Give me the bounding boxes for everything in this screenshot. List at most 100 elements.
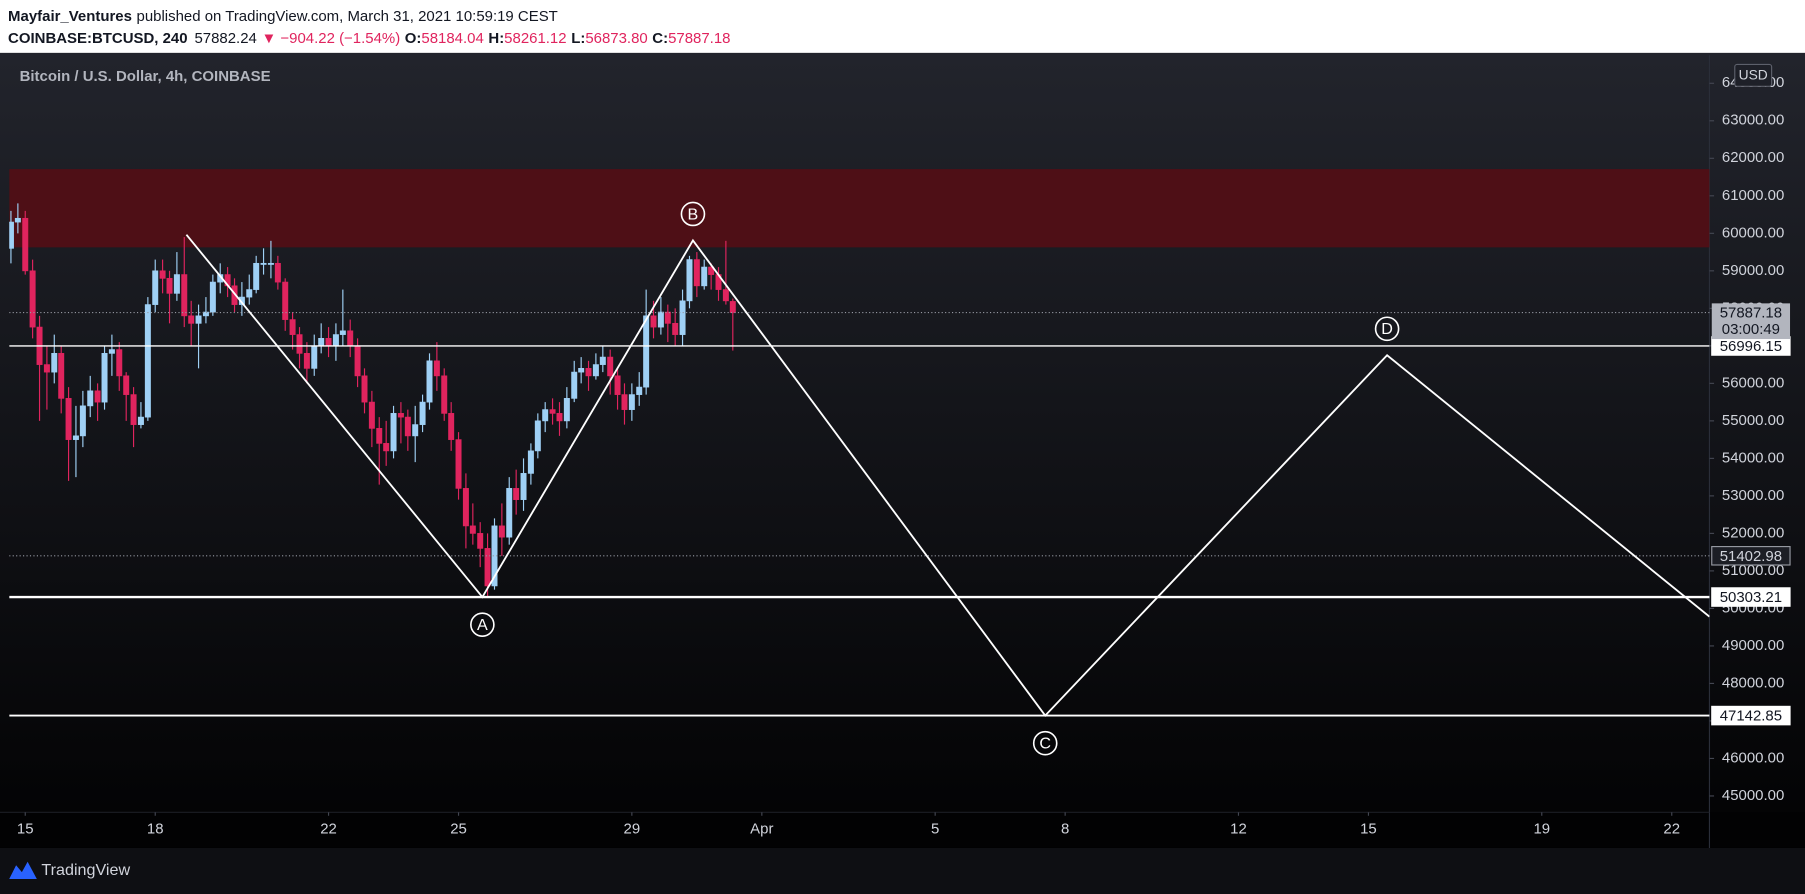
x-tick-label: 15	[1360, 821, 1377, 838]
point-label: D	[1381, 320, 1393, 338]
candle-body	[686, 259, 693, 302]
x-tick-label: 22	[320, 821, 337, 838]
candle-body	[159, 270, 166, 279]
x-tick-label: 8	[1061, 821, 1069, 838]
ohlc-value: 58261.12	[504, 30, 566, 47]
candle-body	[527, 450, 534, 474]
candle-body	[426, 360, 433, 403]
y-tick-label: 61000.00	[1722, 187, 1784, 204]
candle-body	[188, 315, 195, 324]
candle-body	[542, 409, 549, 422]
change: ▼ −904.22 (−1.54%)	[261, 30, 400, 47]
candle-body	[585, 368, 592, 377]
candle-body	[65, 398, 72, 440]
candle-body	[22, 217, 29, 272]
candle-body	[347, 330, 354, 347]
point-label: C	[1039, 735, 1051, 753]
candle-body	[534, 420, 541, 452]
candle-body	[238, 296, 245, 305]
ohlc-label: H:	[488, 30, 504, 47]
candle-body	[513, 488, 520, 500]
candle-body	[173, 274, 180, 294]
candle-body	[484, 548, 491, 587]
brand-name: TradingView	[41, 861, 130, 879]
x-tick-label: 25	[450, 821, 467, 838]
y-tick-label: 63000.00	[1722, 112, 1784, 129]
countdown: 03:00:49	[1722, 321, 1780, 338]
y-tick-label: 59000.00	[1722, 262, 1784, 279]
level-label: 56996.15	[1720, 338, 1782, 355]
candle-body	[260, 262, 267, 265]
brand: TradingView	[9, 861, 130, 879]
ohlc-label: C:	[652, 30, 668, 47]
candle-body	[137, 416, 144, 425]
ohlc-label: O:	[405, 30, 422, 47]
point-marker	[680, 201, 706, 227]
candle-body	[376, 428, 383, 444]
y-tick-label: 46000.00	[1722, 749, 1784, 766]
candle-body	[390, 413, 397, 452]
candle-body	[571, 371, 578, 399]
x-tick-label: 5	[931, 821, 939, 838]
y-tick-label: 56000.00	[1722, 374, 1784, 391]
candle-body	[455, 439, 462, 489]
candle-body	[628, 394, 635, 410]
candle-body	[361, 375, 368, 403]
candle-body	[397, 413, 404, 418]
y-tick-label: 55000.00	[1722, 412, 1784, 429]
chart-title: Bitcoin / U.S. Dollar, 4h, COINBASE	[20, 68, 271, 85]
y-tick-label: 48000.00	[1722, 674, 1784, 691]
candle-body	[116, 349, 123, 377]
candle-body	[43, 364, 50, 373]
candle-body	[209, 281, 216, 313]
candle-body	[87, 390, 94, 407]
ohlc-value: 57887.18	[668, 30, 730, 47]
candle-body	[318, 338, 325, 347]
candle-body	[650, 315, 657, 328]
x-tick-label: 18	[147, 821, 164, 838]
candle-body	[448, 413, 455, 440]
candle-body	[231, 285, 238, 305]
candle-body	[636, 386, 643, 395]
candle-body	[469, 525, 476, 534]
candle-body	[303, 353, 310, 369]
point-label: B	[688, 205, 699, 223]
level-label: 47142.85	[1720, 708, 1782, 725]
y-tick-label: 54000.00	[1722, 449, 1784, 466]
last-price-box	[1711, 303, 1791, 340]
candle-body	[701, 266, 708, 287]
currency: USD	[1739, 67, 1768, 83]
point-marker	[1032, 730, 1058, 756]
last-price: 57882.24	[194, 30, 256, 47]
candle-body	[29, 270, 36, 328]
candle-body	[51, 353, 58, 373]
y-tick-label: 62000.00	[1722, 149, 1784, 166]
candle-body	[72, 435, 79, 440]
ohlc-value: 58184.04	[421, 30, 483, 47]
plot-area	[9, 169, 1710, 718]
point-marker	[470, 612, 495, 637]
candle-body	[563, 398, 570, 422]
candle-body	[441, 375, 448, 414]
candle-body	[607, 356, 614, 377]
candle-body	[152, 270, 159, 305]
time-axis-background	[0, 812, 1805, 848]
candle-body	[101, 353, 108, 403]
candle-body	[144, 304, 151, 418]
candle-body	[621, 394, 628, 410]
author: Mayfair_Ventures	[8, 8, 132, 25]
candle-body	[643, 315, 650, 388]
candle-body	[296, 334, 303, 354]
candle-body	[354, 345, 361, 377]
level-label-box	[1711, 546, 1791, 566]
x-tick-label: Apr	[750, 821, 773, 838]
candle-body	[274, 262, 281, 283]
candle-body	[672, 322, 679, 335]
candle-body	[267, 262, 274, 265]
candle-body	[664, 311, 671, 324]
header-line: Mayfair_Ventures published on TradingView…	[8, 8, 558, 25]
header-background	[0, 0, 1805, 53]
candle-body	[419, 401, 426, 425]
